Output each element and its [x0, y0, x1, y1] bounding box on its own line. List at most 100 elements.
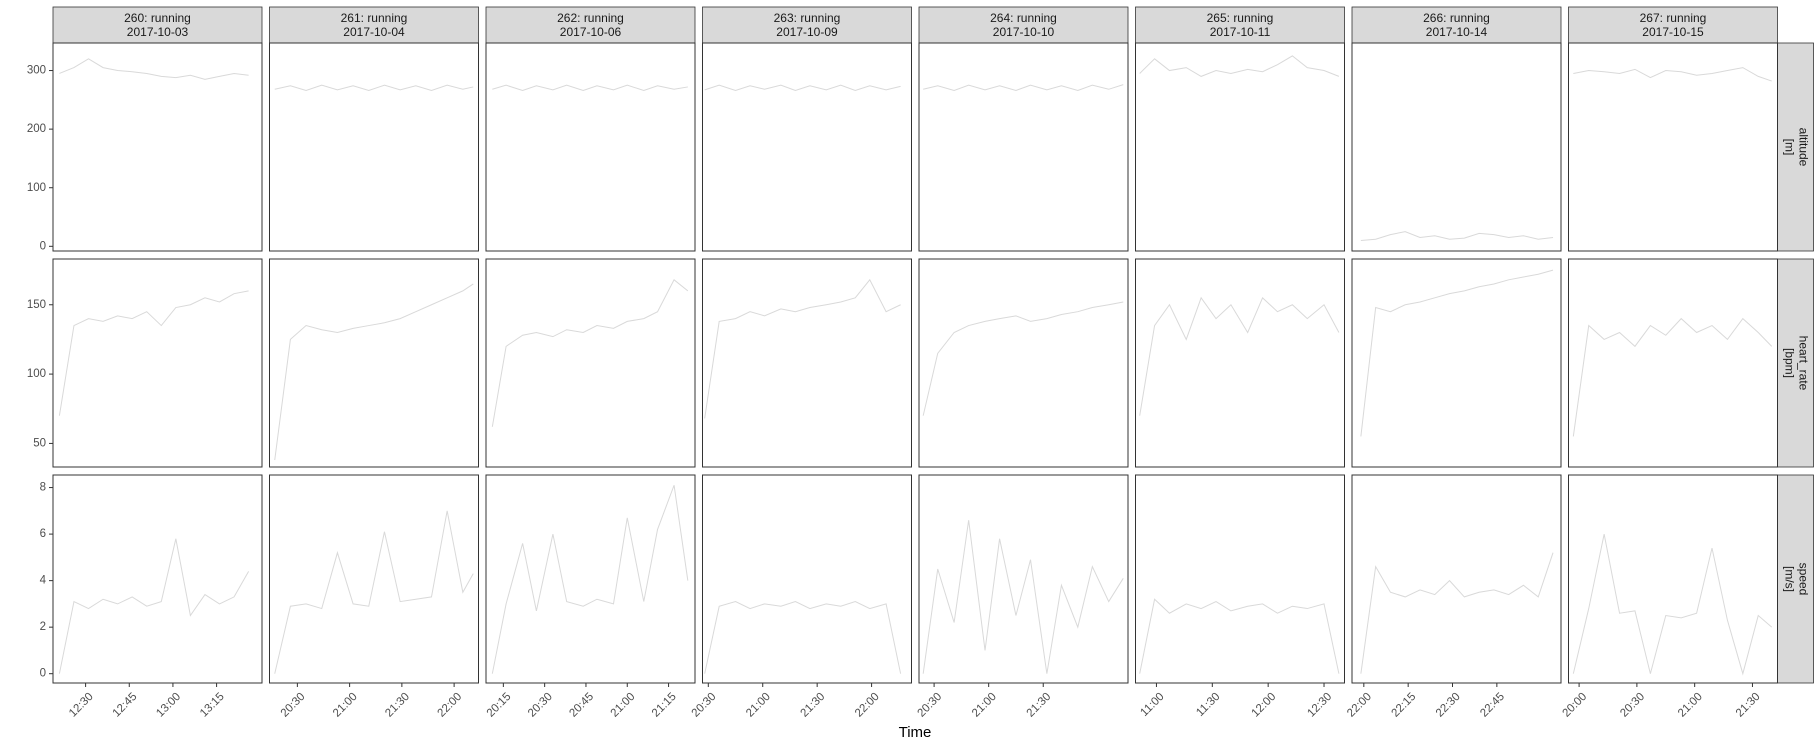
- panel: [53, 259, 262, 467]
- y-tick-label: 200: [27, 123, 46, 135]
- panel-border: [52, 258, 263, 468]
- data-line: [58, 290, 249, 416]
- facet-title: 260: running: [124, 11, 191, 25]
- x-tick-label: 21:00: [744, 691, 773, 720]
- x-tick-label: 21:00: [1676, 691, 1705, 720]
- panel-border: [918, 42, 1129, 252]
- facet-title: 262: running: [557, 11, 624, 25]
- panel-border: [1135, 42, 1345, 252]
- y-tick-label: 8: [40, 482, 46, 494]
- data-line: [1139, 296, 1340, 416]
- x-tick-label: 11:00: [1138, 691, 1166, 719]
- panel-border: [485, 474, 696, 684]
- data-line: [922, 301, 1124, 416]
- panel-border: [1568, 474, 1778, 684]
- y-tick-label: 6: [40, 528, 46, 540]
- y-tick-label: 100: [27, 368, 46, 380]
- facet-strip: [1568, 6, 1778, 44]
- x-tick-label: 20:00: [1560, 691, 1589, 720]
- panel-border: [918, 474, 1129, 684]
- facet-row-label: heart_rate: [1796, 336, 1810, 391]
- x-tick-label: 12:00: [1250, 691, 1279, 720]
- data-line: [1572, 317, 1773, 437]
- data-line: [922, 520, 1124, 674]
- panel-border: [702, 42, 912, 252]
- panel: [269, 259, 479, 467]
- panel: [1568, 475, 1778, 683]
- panel-border: [918, 258, 1129, 468]
- x-axis-title: Time: [899, 724, 932, 741]
- x-tick-label: 20:30: [279, 691, 308, 720]
- data-line: [1572, 533, 1773, 676]
- panel: [269, 43, 479, 251]
- facet-row-label: [m]: [1782, 139, 1796, 156]
- data-line: [491, 279, 689, 427]
- facet-title: 266: running: [1423, 11, 1490, 25]
- x-tick-label: 11:30: [1194, 691, 1222, 719]
- x-tick-label: 20:30: [915, 691, 944, 720]
- x-tick-label: 21:00: [331, 691, 360, 720]
- panel-border: [1351, 42, 1562, 252]
- facet-title: 263: running: [774, 11, 841, 25]
- y-tick-label: 0: [40, 668, 46, 680]
- data-line: [274, 84, 474, 91]
- x-tick-label: 20:15: [485, 691, 514, 720]
- panel-border: [269, 258, 479, 468]
- facet-title: 265: running: [1207, 11, 1274, 25]
- data-line: [1360, 231, 1554, 241]
- facet-row-label: altitude: [1796, 128, 1810, 167]
- facet-date: 2017-10-15: [1642, 25, 1704, 39]
- facet-strip: [52, 6, 263, 44]
- x-tick-label: 21:30: [1734, 691, 1763, 720]
- panel-border: [702, 474, 912, 684]
- data-line: [704, 278, 901, 419]
- y-tick-label: 4: [40, 575, 47, 587]
- facet-date: 2017-10-09: [776, 25, 838, 39]
- facet-date: 2017-10-10: [993, 25, 1055, 39]
- facet-date: 2017-10-14: [1426, 25, 1488, 39]
- facet-strip: [918, 6, 1129, 44]
- panel: [486, 43, 695, 251]
- data-line: [704, 84, 901, 91]
- data-line: [59, 58, 249, 80]
- data-line: [274, 510, 474, 674]
- panel: [1352, 43, 1561, 251]
- x-tick-label: 20:30: [1618, 691, 1647, 720]
- x-tick-label: 21:30: [799, 691, 828, 720]
- data-line: [1360, 269, 1554, 437]
- panel-border: [1135, 474, 1345, 684]
- facet-date: 2017-10-03: [127, 25, 189, 39]
- panel-border: [1135, 258, 1345, 468]
- panel: [53, 43, 262, 251]
- x-tick-label: 21:30: [383, 691, 412, 720]
- facet-title: 261: running: [341, 11, 408, 25]
- facet-title: 264: running: [990, 11, 1057, 25]
- panel-border: [1568, 258, 1778, 468]
- panel: [486, 475, 695, 683]
- y-tick-label: 2: [40, 621, 46, 633]
- x-tick-label: 22:00: [1345, 691, 1374, 720]
- facet-title: 267: running: [1640, 11, 1707, 25]
- panel: [702, 43, 912, 251]
- x-tick-label: 20:45: [567, 691, 596, 720]
- data-line: [492, 84, 688, 91]
- panel-border: [1351, 474, 1562, 684]
- facet-strip: [1777, 258, 1814, 468]
- x-tick-label: 12:30: [1305, 691, 1334, 720]
- y-tick-label: 0: [40, 240, 46, 252]
- panel: [1135, 259, 1345, 467]
- x-tick-label: 13:15: [198, 691, 227, 720]
- panel-border: [702, 258, 912, 468]
- data-line: [491, 485, 689, 674]
- y-tick-label: 100: [27, 182, 46, 194]
- x-tick-label: 20:30: [526, 691, 555, 720]
- data-line: [274, 283, 474, 461]
- y-tick-label: 150: [27, 299, 46, 311]
- panel-border: [269, 474, 479, 684]
- panel: [1568, 259, 1778, 467]
- panel: [919, 43, 1128, 251]
- data-line: [1360, 552, 1554, 674]
- panel-border: [1568, 42, 1778, 252]
- panel: [1352, 259, 1561, 467]
